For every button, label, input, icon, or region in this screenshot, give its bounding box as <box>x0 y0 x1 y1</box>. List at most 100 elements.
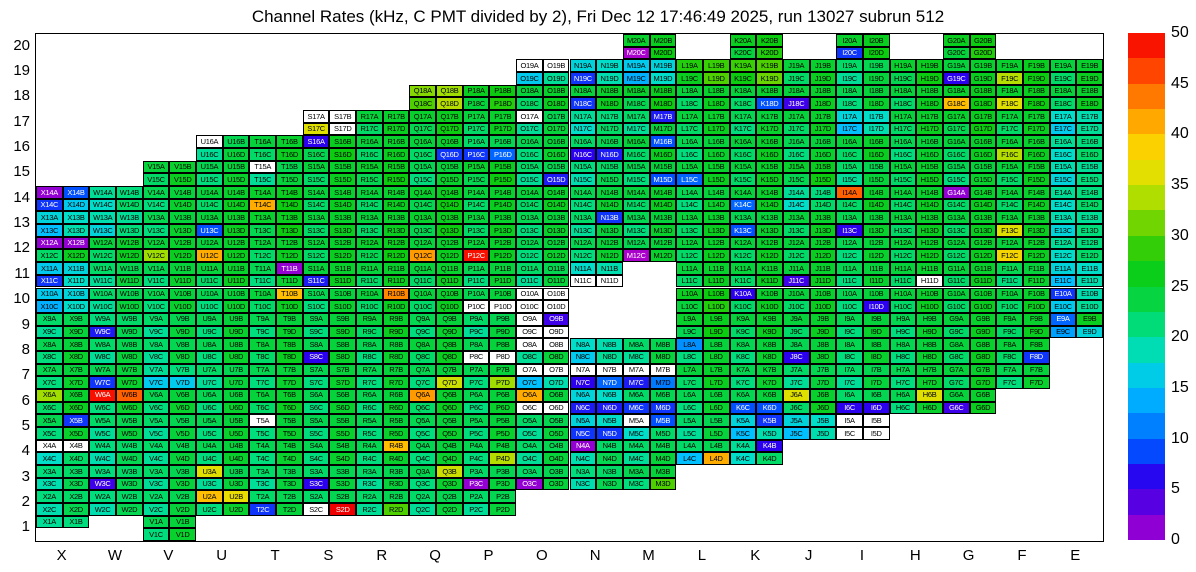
x-axis-label: I <box>859 547 864 564</box>
channel-cell: H9D <box>916 325 943 339</box>
channel-cell: N16A <box>569 135 597 149</box>
channel-cell: F13D <box>1022 224 1050 237</box>
channel-cell: G9C <box>942 325 970 339</box>
channel-cell: O8C <box>516 350 543 364</box>
channel-cell: T6D <box>276 401 303 415</box>
channel-cell: E19A <box>1049 59 1077 73</box>
channel-cell: H10D <box>916 300 943 313</box>
channel-cell: K13B <box>756 211 783 225</box>
channel-cell: P3C <box>462 477 490 491</box>
channel-cell: G15A <box>942 160 970 174</box>
channel-cell: R13D <box>382 224 410 237</box>
channel-cell: J8D <box>809 350 837 364</box>
channel-cell: R14D <box>382 198 410 212</box>
channel-cell: O4D <box>542 452 570 465</box>
channel-cell: N5A <box>569 414 597 427</box>
channel-cell: L9C <box>676 325 703 339</box>
channel-cell: H8C <box>889 350 917 364</box>
channel-cell: O6B <box>542 388 570 402</box>
channel-cell: Q5C <box>409 426 437 440</box>
channel-cell: N19B <box>596 59 623 73</box>
channel-cell: R8D <box>382 350 410 364</box>
channel-cell: N7A <box>569 363 597 377</box>
channel-cell: U11B <box>222 262 250 275</box>
channel-cell: G7B <box>969 363 997 377</box>
channel-cell: I15C <box>836 173 863 187</box>
colorbar <box>1128 33 1165 541</box>
channel-cell: J8C <box>782 350 810 364</box>
channel-cell: T11D <box>276 274 303 288</box>
channel-cell: M5D <box>649 426 677 440</box>
channel-cell: W7A <box>89 363 117 377</box>
channel-cell: G19B <box>969 59 997 73</box>
channel-cell: Q15A <box>409 160 437 174</box>
colorbar-segment <box>1128 514 1165 541</box>
channel-cell: V3A <box>142 464 170 478</box>
channel-cell: X4C <box>36 452 63 465</box>
channel-cell: Q11A <box>409 262 437 275</box>
channel-cell: H6A <box>889 388 917 402</box>
channel-cell: I11B <box>862 262 890 275</box>
channel-cell: I16C <box>836 148 863 161</box>
channel-cell: J17B <box>809 110 837 123</box>
channel-cell: S7C <box>302 376 330 389</box>
channel-cell: T10B <box>276 287 303 301</box>
channel-cell: L6B <box>702 388 730 402</box>
channel-cell: O13A <box>516 211 543 225</box>
channel-cell: M19D <box>649 72 677 85</box>
channel-cell: S11B <box>329 262 357 275</box>
channel-cell: X11A <box>36 262 63 275</box>
channel-cell: I18D <box>862 97 890 111</box>
channel-cell: O11B <box>542 262 570 275</box>
channel-cell: H16B <box>916 135 943 149</box>
channel-cell: S14B <box>329 186 357 199</box>
channel-cell: M4B <box>649 439 677 453</box>
channel-cell: I9B <box>862 312 890 326</box>
channel-cell: N5D <box>596 426 623 440</box>
channel-cell: G9B <box>969 312 997 326</box>
channel-cell: Q6D <box>436 401 463 415</box>
channel-cell: Q2C <box>409 502 437 516</box>
channel-cell: V12A <box>142 236 170 250</box>
channel-cell: U10D <box>222 300 250 313</box>
channel-cell: G6B <box>969 388 997 402</box>
channel-cell: M15C <box>622 173 650 187</box>
channel-cell: T5D <box>276 426 303 440</box>
channel-cell: G8D <box>969 350 997 364</box>
channel-cell: U6C <box>196 401 223 415</box>
channel-cell: E18D <box>1076 97 1103 111</box>
channel-cell: S14C <box>302 198 330 212</box>
channel-cell: U12D <box>222 249 250 263</box>
channel-cell: P15D <box>489 173 517 187</box>
y-axis-label: 15 <box>13 163 30 181</box>
channel-cell: W7B <box>116 363 143 377</box>
channel-cell: S11D <box>329 274 357 288</box>
channel-cell: Q9D <box>436 325 463 339</box>
channel-cell: Q4D <box>436 452 463 465</box>
channel-cell: Q3A <box>409 464 437 478</box>
channel-cell: I12D <box>862 249 890 263</box>
channel-cell: O7B <box>542 363 570 377</box>
channel-cell: M16C <box>622 148 650 161</box>
channel-cell: X12B <box>62 236 90 250</box>
channel-cell: U7A <box>196 363 223 377</box>
channel-cell: K19D <box>756 72 783 85</box>
colorbar-segment <box>1128 134 1165 161</box>
x-axis-label: L <box>697 547 707 564</box>
channel-cell: G14D <box>969 198 997 212</box>
channel-cell: U10C <box>196 300 223 313</box>
channel-cell: N13A <box>569 211 597 225</box>
channel-cell: K13C <box>729 224 757 237</box>
channel-cell: F18B <box>1022 84 1050 98</box>
channel-cell: X3A <box>36 464 63 478</box>
colorbar-segment <box>1128 463 1165 490</box>
channel-cell: S17C <box>302 122 330 136</box>
channel-cell: M7C <box>622 376 650 389</box>
colorbar-tick-label: 40 <box>1171 125 1189 143</box>
channel-cell: X8C <box>36 350 63 364</box>
channel-cell: J19B <box>809 59 837 73</box>
channel-cell: G8B <box>969 338 997 351</box>
channel-cell: K19B <box>756 59 783 73</box>
channel-cell: W9A <box>89 312 117 326</box>
channel-cell: G20B <box>969 34 997 47</box>
